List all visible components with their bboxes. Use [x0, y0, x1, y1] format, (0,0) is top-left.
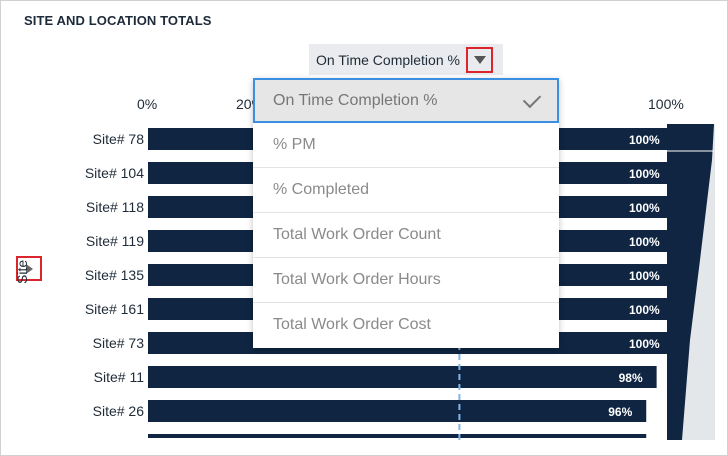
menu-item-completed[interactable]: % Completed — [253, 168, 559, 213]
measure-dropdown-button[interactable] — [466, 47, 493, 73]
category-label: Site# 135 — [84, 267, 144, 283]
menu-item-label: Total Work Order Hours — [273, 271, 441, 288]
menu-item-work-order-hours[interactable]: Total Work Order Hours — [253, 258, 559, 303]
chevron-right-icon — [25, 263, 33, 274]
bar[interactable] — [148, 434, 647, 438]
menu-item-work-order-count[interactable]: Total Work Order Count — [253, 213, 559, 258]
value-label: 100% — [629, 201, 660, 215]
value-label: 100% — [629, 303, 660, 317]
value-label: 100% — [629, 269, 660, 283]
x-tick-label: 0% — [137, 96, 158, 112]
menu-item-label: % PM — [273, 136, 316, 153]
overview-sparkline — [667, 124, 714, 440]
expand-axis-button[interactable] — [16, 256, 42, 281]
measure-selected-label: On Time Completion % — [316, 52, 460, 68]
menu-item-label: Total Work Order Count — [273, 226, 441, 243]
menu-item-label: Total Work Order Cost — [273, 316, 431, 333]
value-label: 98% — [618, 371, 643, 385]
menu-item-pm[interactable]: % PM — [253, 123, 559, 168]
category-label: Site# 11 — [93, 369, 144, 385]
bar[interactable] — [148, 366, 657, 388]
category-label: Site# 73 — [92, 335, 144, 351]
value-label: 100% — [629, 235, 660, 249]
bar[interactable] — [148, 400, 647, 422]
category-label: Site# 78 — [92, 131, 144, 147]
checkmark-icon — [522, 89, 542, 109]
value-label: 100% — [629, 167, 660, 181]
value-label: 96% — [608, 405, 633, 419]
menu-item-label: On Time Completion % — [273, 92, 438, 109]
value-label: 100% — [629, 133, 660, 147]
menu-item-label: % Completed — [273, 181, 370, 198]
x-tick-label: 100% — [648, 96, 684, 112]
value-label: 100% — [629, 337, 660, 351]
menu-item-on-time-completion[interactable]: On Time Completion % — [253, 78, 559, 123]
chevron-down-icon — [473, 56, 486, 64]
category-label: Site# 161 — [84, 301, 144, 317]
y-axis-title: Site — [14, 259, 30, 284]
category-label: Site# 104 — [84, 165, 144, 181]
category-label: Site# 119 — [85, 233, 144, 249]
category-label: Site# 26 — [92, 403, 144, 419]
panel-title: SITE AND LOCATION TOTALS — [24, 13, 212, 28]
category-label: Site# 118 — [85, 199, 144, 215]
menu-item-work-order-cost[interactable]: Total Work Order Cost — [253, 303, 559, 348]
measure-dropdown-menu: On Time Completion % % PM % Completed To… — [253, 78, 559, 348]
